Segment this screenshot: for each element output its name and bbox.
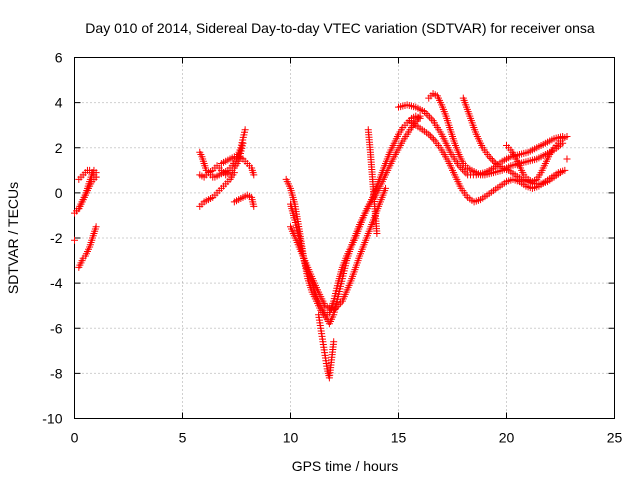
data-point [455, 162, 463, 170]
data-point [557, 169, 564, 177]
x-tick-label: 10 [283, 430, 299, 446]
x-tick-label: 5 [179, 430, 187, 446]
data-point [239, 139, 247, 147]
y-tick-label: -8 [50, 365, 63, 381]
x-tick-label: 15 [391, 430, 407, 446]
data-point [333, 303, 341, 311]
data-point [457, 164, 465, 172]
data-point [460, 167, 468, 175]
series-seg-c3 [315, 311, 338, 382]
data-point [561, 166, 569, 174]
y-tick-label: 2 [55, 140, 63, 156]
data-point [485, 153, 493, 161]
y-tick-label: -6 [50, 320, 63, 336]
data-point [382, 184, 390, 192]
series-seg-b5 [217, 153, 258, 179]
data-point [92, 223, 100, 231]
data-point [337, 299, 345, 307]
x-tick-label: 0 [71, 430, 79, 446]
chart-title: Day 010 of 2014, Sidereal Day-to-day VTE… [85, 20, 595, 36]
data-point [428, 134, 436, 142]
data-point [430, 135, 438, 143]
data-point [250, 202, 258, 210]
series-seg-a2 [73, 173, 100, 215]
data-point [331, 304, 339, 312]
data-point [335, 301, 343, 309]
series-seg-b4 [230, 191, 258, 210]
data-point [416, 112, 424, 120]
grid-lines [74, 57, 615, 419]
y-tick-label: 4 [55, 95, 63, 111]
series-seg-c2 [287, 112, 424, 328]
data-point [330, 306, 338, 314]
data-point [426, 113, 434, 121]
data-point [330, 338, 338, 346]
y-tick-label: 6 [55, 50, 63, 66]
data-point [373, 229, 381, 237]
data-point [424, 111, 432, 119]
series-seg-a5 [75, 223, 100, 271]
data-point [422, 109, 430, 117]
series-seg-c5 [287, 184, 390, 314]
data-markers [71, 90, 571, 382]
data-point [426, 132, 434, 140]
data-point [427, 115, 435, 123]
series-seg-d5 [503, 132, 571, 186]
y-axis-label: SDTVAR / TECUs [5, 182, 21, 294]
axis-ticks: 0 5 10 15 20 25 -10 -8 -6 -4 -2 0 2 4 6 [42, 50, 622, 446]
y-tick-label: 0 [55, 185, 63, 201]
x-tick-label: 25 [607, 430, 623, 446]
data-point [92, 173, 100, 181]
series-seg-d6 [563, 155, 571, 163]
data-point [425, 130, 433, 138]
data-point [488, 156, 496, 164]
series-seg-b3 [196, 169, 238, 210]
data-point [241, 126, 249, 134]
series-seg-b2 [196, 139, 247, 181]
data-point [490, 158, 498, 166]
series-seg-a3 [75, 166, 100, 183]
data-point [563, 155, 571, 163]
data-point [563, 132, 571, 140]
data-point [487, 154, 495, 162]
data-point [71, 236, 78, 244]
y-tick-label: -2 [50, 230, 63, 246]
y-tick-label: -10 [42, 411, 62, 427]
data-point [458, 165, 466, 173]
series-seg-a4 [71, 236, 78, 244]
y-tick-label: -4 [50, 275, 63, 291]
x-tick-label: 20 [499, 430, 515, 446]
data-point [230, 169, 238, 177]
x-axis-label: GPS time / hours [292, 458, 399, 474]
data-point [250, 171, 258, 179]
data-point [420, 108, 428, 116]
data-point [462, 169, 470, 177]
